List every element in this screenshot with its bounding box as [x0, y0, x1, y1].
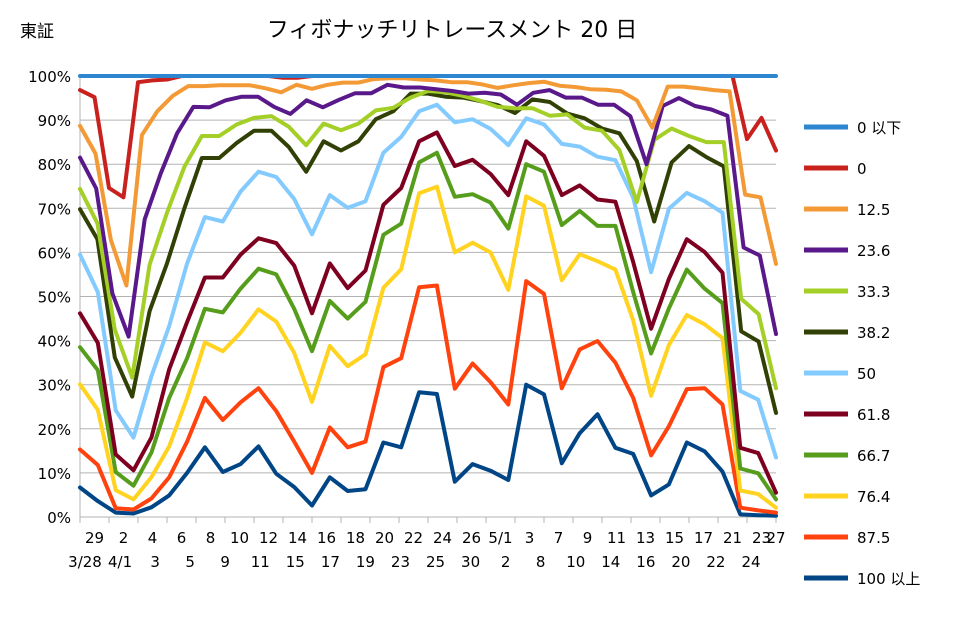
y-tick-label: 10% [38, 465, 71, 483]
series-line-10 [78, 279, 778, 515]
x-tick-label: 8 [536, 553, 546, 571]
x-tick-label: 16 [636, 553, 655, 571]
y-tick-label: 40% [38, 333, 71, 351]
exchange-label: 東証 [20, 22, 54, 42]
x-tick-label: 24 [741, 553, 760, 571]
x-tick-label: 13 [636, 529, 655, 547]
x-tick-label: 12 [259, 529, 278, 547]
legend-label: 61.8 [857, 406, 890, 424]
legend-label: 66.7 [857, 447, 890, 465]
x-tick-label: 2 [119, 529, 129, 547]
series-line-6 [78, 102, 778, 460]
x-tick-label: 25 [426, 553, 445, 571]
legend-label: 38.2 [857, 324, 890, 342]
x-tick-label: 22 [706, 553, 725, 571]
series-line-3 [78, 82, 778, 339]
x-tick-label: 9 [583, 529, 593, 547]
x-tick-label: 20 [671, 553, 690, 571]
x-tick-label: 8 [206, 529, 216, 547]
x-tick-label: 4/1 [108, 553, 132, 571]
legend-label: 87.5 [857, 529, 890, 547]
x-tick-label: 17 [321, 553, 340, 571]
x-tick-label: 23 [391, 553, 410, 571]
x-tick-label: 11 [607, 529, 626, 547]
legend-label: 100 以上 [857, 570, 920, 588]
x-tick-label: 21 [723, 529, 742, 547]
x-tick-label: 4 [148, 529, 158, 547]
y-tick-label: 50% [38, 289, 71, 307]
legend-label: 23.6 [857, 242, 890, 260]
x-tick-label: 10 [230, 529, 249, 547]
legend: 0 以下 0 12.5 23.6 33.3 38.2 50 61.8 66.7 76.4 87.5 1… [804, 119, 920, 588]
x-tick-label: 15 [286, 553, 305, 571]
series-line-4 [78, 89, 778, 391]
x-tick-label: 18 [346, 529, 365, 547]
x-tick-label: 14 [601, 553, 620, 571]
x-tick-label: 6 [177, 529, 187, 547]
x-tick-label: 15 [665, 529, 684, 547]
y-tick-label: 20% [38, 421, 71, 439]
x-tick-label: 3 [150, 553, 160, 571]
x-tick-label: 24 [433, 529, 452, 547]
x-tick-label: 26 [462, 529, 481, 547]
legend-label: 50 [857, 365, 876, 383]
x-tick-label: 2 [501, 553, 511, 571]
chart-title: フィボナッチリトレースメント 20 日 [267, 18, 637, 43]
x-tick-label: 29 [85, 529, 104, 547]
x-tick-label: 3 [525, 529, 535, 547]
y-tick-label: 60% [38, 244, 71, 262]
legend-label: 0 [857, 160, 867, 178]
x-tick-label: 10 [566, 553, 585, 571]
series-line-7 [78, 130, 778, 495]
x-tick-label: 14 [288, 529, 307, 547]
x-tick-label: 16 [317, 529, 336, 547]
series-line-8 [78, 150, 778, 502]
y-tick-label: 0% [47, 509, 71, 527]
x-tick-label: 9 [220, 553, 230, 571]
x-tick-label: 3/28 [68, 553, 102, 571]
x-tick-label: 11 [251, 553, 270, 571]
x-tick-label: 19 [356, 553, 375, 571]
y-tick-label: 30% [38, 377, 71, 395]
series-line-5 [78, 91, 778, 415]
legend-label: 12.5 [857, 201, 890, 219]
y-tick-label: 90% [38, 112, 71, 130]
y-tick-label: 70% [38, 200, 71, 218]
series-line-9 [78, 184, 778, 510]
x-tick-label: 20 [375, 529, 394, 547]
x-tick-label: 5 [185, 553, 195, 571]
y-axis: 0% 10% 20% 30% 40% 50% 60% 70% 80% 90% 100% [28, 68, 81, 527]
legend-label: 33.3 [857, 283, 890, 301]
x-axis: 29 2 4 6 8 10 12 14 16 18 20 22 24 26 5/1 3 7 9 11 13 15 17 21… [68, 516, 786, 571]
series-line-2 [78, 76, 778, 288]
x-tick-label: 7 [554, 529, 564, 547]
legend-label: 76.4 [857, 488, 890, 506]
series-line-11 [78, 382, 778, 518]
y-tick-label: 80% [38, 156, 71, 174]
x-tick-label: 22 [404, 529, 423, 547]
plot-area [78, 74, 778, 518]
x-tick-label: 5/1 [488, 529, 512, 547]
x-tick-label: 17 [694, 529, 713, 547]
x-tick-label: 30 [461, 553, 480, 571]
legend-label: 0 以下 [857, 119, 901, 137]
x-tick-label: 23 [752, 529, 771, 547]
y-tick-label: 100% [28, 68, 71, 86]
x-tick-label: 27 [766, 529, 785, 547]
